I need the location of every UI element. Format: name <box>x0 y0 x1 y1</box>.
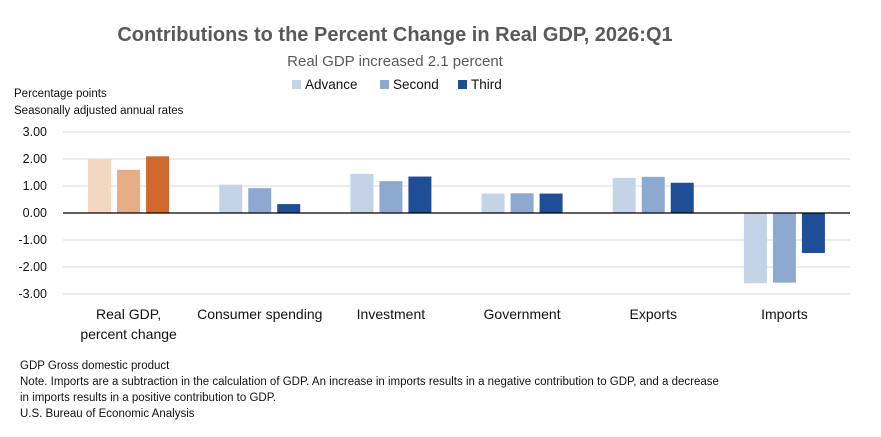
chart-title: Contributions to the Percent Change in R… <box>117 24 672 46</box>
legend-swatch <box>458 80 467 89</box>
bars <box>63 156 850 284</box>
bar <box>612 177 636 213</box>
note-imports-line2: in imports results in a positive contrib… <box>20 392 277 404</box>
legend-label: Third <box>471 77 502 92</box>
bar <box>801 213 825 253</box>
x-category-label: Exports <box>630 306 677 322</box>
x-category-label: Government <box>484 306 561 322</box>
y-tick-label: -2.00 <box>19 260 48 274</box>
bar <box>88 159 112 213</box>
y-tick-label: 0.00 <box>23 206 47 220</box>
bar <box>510 193 534 213</box>
x-axis-labels: Real GDP, percent change Consumer spending… <box>80 306 807 342</box>
gridlines <box>63 131 850 295</box>
bar <box>277 204 301 213</box>
source-note: U.S. Bureau of Economic Analysis <box>20 408 195 420</box>
x-category-label: Real GDP, <box>96 306 161 322</box>
legend-swatch <box>380 80 389 89</box>
bar <box>350 173 374 213</box>
x-category-label: Investment <box>357 306 426 322</box>
bar <box>408 176 432 213</box>
x-category-label: Imports <box>761 306 808 322</box>
legend-label: Second <box>393 77 439 92</box>
note-imports-line1: Note. Imports are a subtraction in the c… <box>20 376 719 388</box>
y-axis-ticks: 3.00 2.00 1.00 0.00 -1.00 -2.00 -3.00 <box>19 125 48 301</box>
bar <box>641 176 665 213</box>
y-tick-label: -3.00 <box>19 287 48 301</box>
bar <box>248 188 272 213</box>
legend: Advance Second Third <box>292 77 502 92</box>
bar <box>670 182 694 213</box>
y-axis-label-units: Percentage points <box>14 88 107 100</box>
bar <box>481 193 505 213</box>
bar <box>117 169 141 213</box>
bar <box>379 181 403 213</box>
y-axis-label-rates: Seasonally adjusted annual rates <box>14 105 184 117</box>
y-tick-label: -1.00 <box>19 233 48 247</box>
note-gdp-definition: GDP Gross domestic product <box>20 360 170 372</box>
y-tick-label: 3.00 <box>23 125 47 139</box>
chart-subtitle: Real GDP increased 2.1 percent <box>287 53 504 70</box>
bar <box>146 156 170 213</box>
y-tick-label: 1.00 <box>23 179 47 193</box>
y-tick-label: 2.00 <box>23 152 47 166</box>
legend-swatch <box>292 80 301 89</box>
legend-label: Advance <box>305 77 358 92</box>
bar <box>772 213 796 283</box>
x-category-label: Consumer spending <box>197 306 322 322</box>
chart-svg: Contributions to the Percent Change in R… <box>14 24 850 342</box>
bar <box>539 193 563 213</box>
x-category-label: percent change <box>80 326 177 342</box>
bar <box>743 213 767 284</box>
bar <box>219 184 243 213</box>
